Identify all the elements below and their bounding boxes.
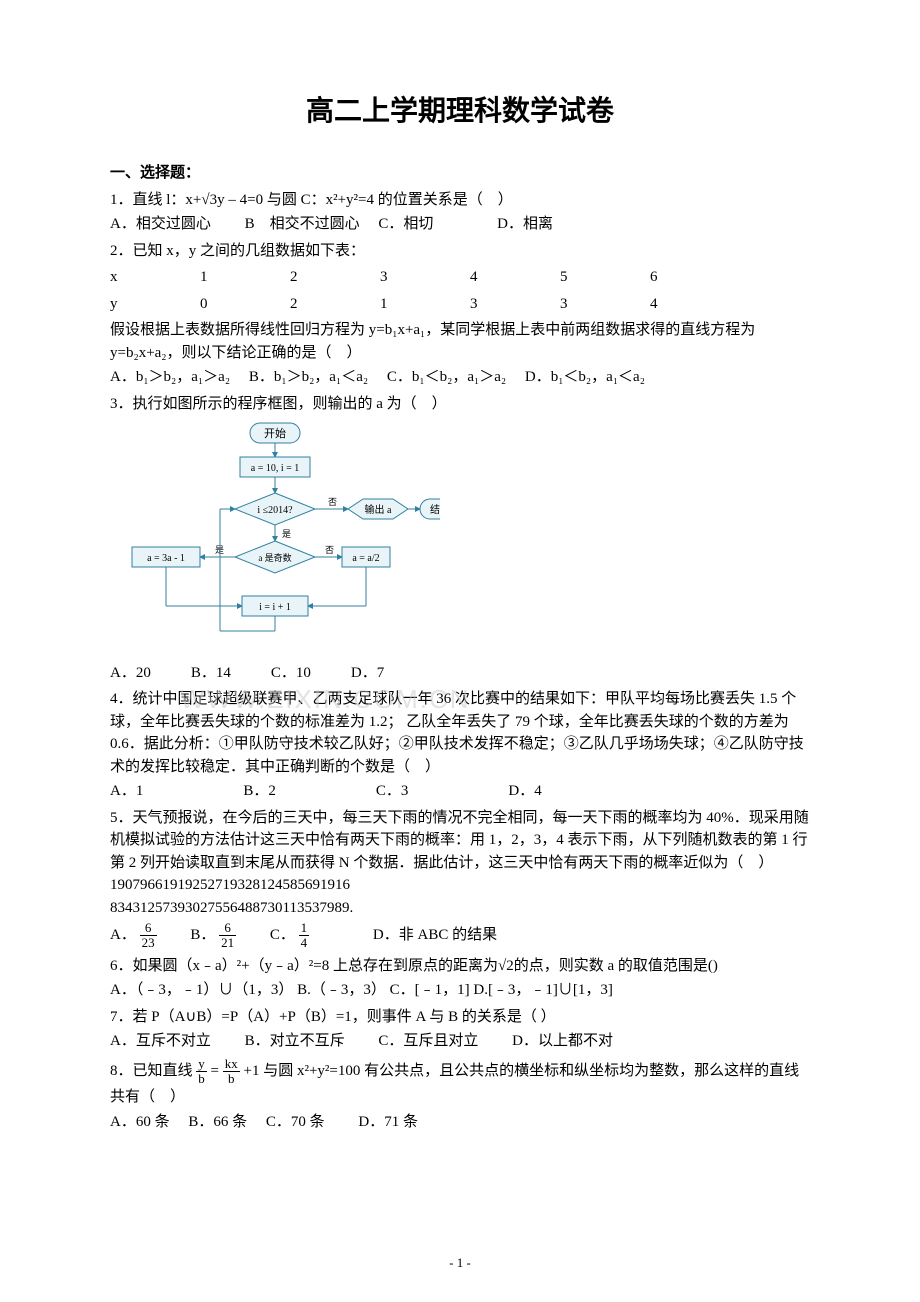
flow-cond2: a 是奇数 <box>258 552 291 563</box>
q8-options: A．60 条 B．66 条 C．70 条 D．71 条 <box>110 1111 810 1134</box>
q6-options: A．（﹣3，﹣1）∪（1，3） B.（﹣3，3） C．[﹣1，1] D.[﹣3，… <box>110 979 810 1002</box>
q5-opt-b-frac: 621 <box>219 921 236 951</box>
q5-opt-a-frac: 623 <box>140 921 157 951</box>
q6-opt-a: A．（﹣3，﹣1）∪（1，3） <box>110 982 293 998</box>
q5-data1: 19079661919252719328124585691916 <box>110 874 810 897</box>
flow-calc2: a = a/2 <box>352 553 379 564</box>
q4-opt-d: D．4 <box>508 780 541 803</box>
q3-opt-a: A．20 <box>110 662 151 685</box>
q1-opt-c: C．相切 <box>378 216 433 232</box>
flow-yes1: 是 <box>282 529 291 539</box>
flow-cond1: i ≤2014? <box>257 505 293 516</box>
table-cell: 5 <box>560 264 650 291</box>
q2-intro: 2．已知 x，y 之间的几组数据如下表： <box>110 240 810 263</box>
q8-opt-b: B．66 条 <box>188 1114 247 1130</box>
q6-opt-d: D.[﹣3，﹣1]∪[1，3] <box>473 982 613 998</box>
q5-opt-c-frac: 14 <box>299 921 310 951</box>
q2-opt-d: D．b₁＜b₂，a₁＜a₂ <box>525 369 645 385</box>
q4-opt-b: B．2 <box>243 780 276 803</box>
q2-text2: 假设根据上表数据所得线性回归方程为 y=b₁x+a₁，某同学根据上表中前两组数据… <box>110 319 810 364</box>
q5-data2: 83431257393027556488730113537989. <box>110 897 810 920</box>
q2-opt-a: A．b₁＞b₂，a₁＞a₂ <box>110 369 230 385</box>
question-1: 1．直线 l：x+√3y – 4=0 与圆 C：x²+y²=4 的位置关系是（ … <box>110 189 810 236</box>
q2-opt-b: B．b₁＞b₂，a₁＜a₂ <box>249 369 368 385</box>
q8-opt-a: A．60 条 <box>110 1114 170 1130</box>
question-3: 3．执行如图所示的程序框图，则输出的 a 为（ ） 开始 a = 10, i =… <box>110 393 810 685</box>
flow-calc1: a = 3a - 1 <box>147 553 185 564</box>
q8-frac1: yb <box>196 1057 207 1087</box>
flow-no2: 否 <box>325 545 334 555</box>
flow-start: 开始 <box>264 426 286 440</box>
table-cell: 3 <box>380 264 470 291</box>
q7-text: 7．若 P（A∪B）=P（A）+P（B）=1，则事件 A 与 B 的关系是（ ） <box>110 1006 810 1029</box>
table-cell: 2 <box>290 291 380 318</box>
table-cell: 3 <box>470 291 560 318</box>
q2-opt-c: C．b₁＜b₂，a₁＞a₂ <box>387 369 506 385</box>
q8-frac2: kxb <box>223 1057 240 1087</box>
q7-opt-b: B．对立不互斥 <box>245 1033 345 1049</box>
flow-no1: 否 <box>328 497 337 507</box>
table-y-label: y <box>110 291 200 318</box>
q5-opt-a-label: A． <box>110 927 136 943</box>
flow-init: a = 10, i = 1 <box>251 463 300 474</box>
q7-options: A．互斥不对立 B．对立不互斥 C．互斥且对立 D．以上都不对 <box>110 1030 810 1053</box>
table-cell: 4 <box>470 264 560 291</box>
q8-opt-c: C．70 条 <box>266 1114 325 1130</box>
q4-options: A．1 B．2 C．3 D．4 <box>110 780 810 803</box>
q2-options: A．b₁＞b₂，a₁＞a₂ B．b₁＞b₂，a₁＜a₂ C．b₁＜b₂，a₁＞a… <box>110 366 810 389</box>
q6-opt-c: C．[﹣1，1] <box>390 982 470 998</box>
q1-text: 1．直线 l：x+√3y – 4=0 与圆 C：x²+y²=4 的位置关系是（ … <box>110 189 810 212</box>
section-header: 一、选择题： <box>110 162 810 185</box>
q7-opt-d: D．以上都不对 <box>512 1033 613 1049</box>
table-x-label: x <box>110 264 200 291</box>
q7-opt-a: A．互斥不对立 <box>110 1033 211 1049</box>
flow-end: 结束 <box>430 503 440 516</box>
question-7: 7．若 P（A∪B）=P（A）+P（B）=1，则事件 A 与 B 的关系是（ ）… <box>110 1006 810 1053</box>
q6-opt-b: B.（﹣3，3） <box>297 982 386 998</box>
flow-inc: i = i + 1 <box>259 602 291 613</box>
q1-options: A．相交过圆心 B 相交不过圆心 C．相切 D．相离 <box>110 213 810 236</box>
table-cell: 2 <box>290 264 380 291</box>
q5-opt-d: D．非 ABC 的结果 <box>373 927 497 943</box>
table-cell: 6 <box>650 264 740 291</box>
flow-out: 输出 a <box>365 503 392 516</box>
question-2: 2．已知 x，y 之间的几组数据如下表： x 1 2 3 4 5 6 y 0 2… <box>110 240 810 389</box>
table-cell: 4 <box>650 291 740 318</box>
flowchart-svg: 开始 a = 10, i = 1 i ≤2014? 否 输出 a 结束 是 a … <box>120 421 440 646</box>
q4-opt-a: A．1 <box>110 780 143 803</box>
q8-text: 8．已知直线 yb = kxb +1 与圆 x²+y²=100 有公共点，且公共… <box>110 1057 810 1109</box>
q2-table: x 1 2 3 4 5 6 y 0 2 1 3 3 4 <box>110 264 810 317</box>
q4-opt-c: C．3 <box>376 780 409 803</box>
q8-eq: = <box>211 1063 219 1079</box>
table-cell: 0 <box>200 291 290 318</box>
watermark: WWW.ZIXIN.COM.CN <box>180 680 471 719</box>
q7-opt-c: C．互斥且对立 <box>378 1033 478 1049</box>
q1-opt-a: A．相交过圆心 <box>110 216 211 232</box>
q3-text: 3．执行如图所示的程序框图，则输出的 a 为（ ） <box>110 393 810 416</box>
page-number: - 1 - <box>449 1253 471 1273</box>
q1-opt-d: D．相离 <box>497 216 553 232</box>
q1-opt-b: B 相交不过圆心 <box>245 216 360 232</box>
table-cell: 1 <box>200 264 290 291</box>
question-8: 8．已知直线 yb = kxb +1 与圆 x²+y²=100 有公共点，且公共… <box>110 1057 810 1134</box>
question-6: 6．如果圆（x﹣a）²+（y﹣a）²=8 上总存在到原点的距离为√2的点，则实数… <box>110 955 810 1002</box>
table-cell: 1 <box>380 291 470 318</box>
q5-opt-c-label: C． <box>270 927 295 943</box>
table-cell: 3 <box>560 291 650 318</box>
q5-opt-b-label: B． <box>190 927 215 943</box>
q5-options: A． 623 B． 621 C． 14 D．非 ABC 的结果 <box>110 921 810 951</box>
q8-pre: 8．已知直线 <box>110 1063 193 1079</box>
page-title: 高二上学期理科数学试卷 <box>110 90 810 132</box>
q8-opt-d: D．71 条 <box>358 1114 418 1130</box>
q5-text: 5．天气预报说，在今后的三天中，每三天下雨的情况不完全相同，每一天下雨的概率均为… <box>110 807 810 875</box>
question-5: 5．天气预报说，在今后的三天中，每三天下雨的情况不完全相同，每一天下雨的概率均为… <box>110 807 810 951</box>
q6-text: 6．如果圆（x﹣a）²+（y﹣a）²=8 上总存在到原点的距离为√2的点，则实数… <box>110 955 810 978</box>
